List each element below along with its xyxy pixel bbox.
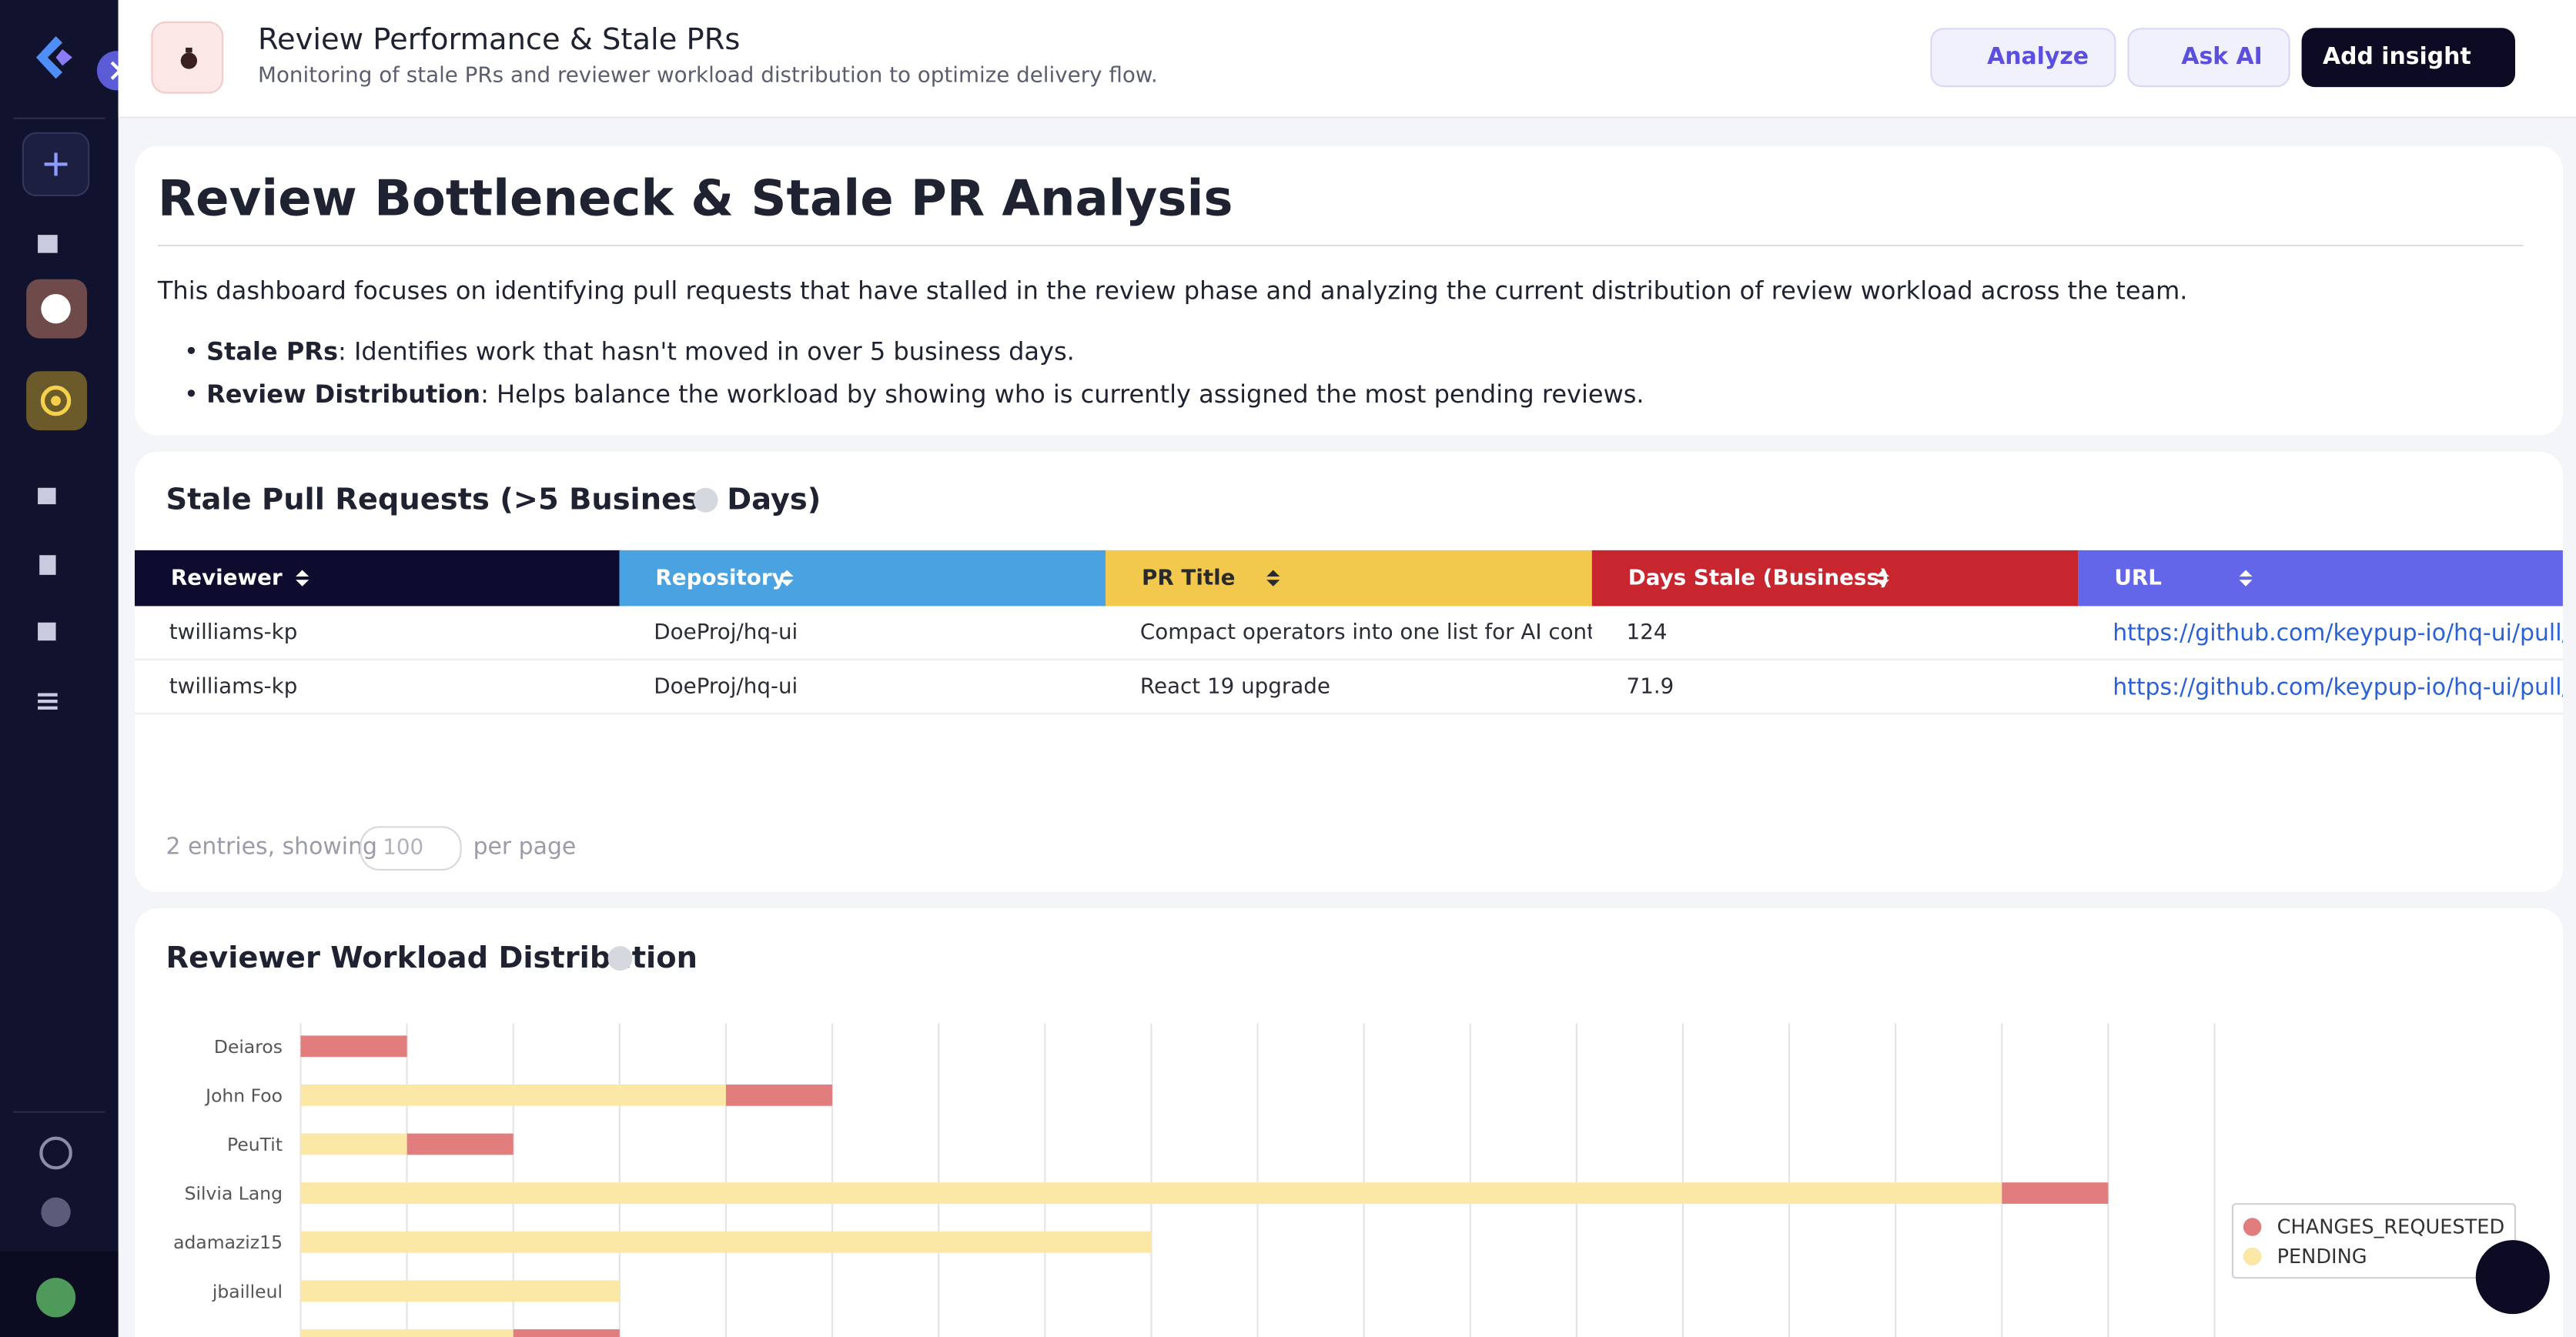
- chart-card: [134, 908, 2563, 1337]
- table-cell: 124: [1591, 608, 2079, 660]
- bar-segment: [513, 1329, 620, 1337]
- button-label: Analyze: [1987, 44, 2089, 71]
- bar-segment: [725, 1085, 833, 1106]
- column-label: URL: [2114, 566, 2162, 591]
- legend-swatch: [2243, 1247, 2262, 1266]
- bar-segment: [300, 1231, 1152, 1253]
- page-size: 100: [383, 836, 424, 861]
- add-insight-button[interactable]: Add insight: [2301, 28, 2516, 88]
- table-cell[interactable]: https://github.com/keypup-io/hq-ui/pull/…: [2078, 662, 2563, 715]
- table-title: Stale Pull Requests (>5 Business Days): [166, 483, 821, 518]
- y-tick-label: PeuTit: [227, 1134, 283, 1155]
- sort-icon[interactable]: [1875, 568, 1891, 588]
- column-header[interactable]: URL: [2078, 550, 2563, 607]
- bullet-label: Review Distribution: [206, 379, 481, 409]
- per-page-label: per page: [473, 834, 577, 861]
- analyze-button[interactable]: Analyze: [1930, 28, 2116, 88]
- bar-segment: [300, 1085, 726, 1106]
- avatar[interactable]: [35, 1278, 76, 1318]
- pie-icon: [41, 293, 71, 324]
- table-cell[interactable]: https://github.com/keypup-io/hq-ui/pull/…: [2078, 608, 2563, 660]
- legend-label: PENDING: [2277, 1245, 2367, 1268]
- sidebar: [0, 0, 137, 1337]
- collapse-button[interactable]: [96, 51, 137, 91]
- sort-icon[interactable]: [294, 568, 310, 588]
- bar-segment: [300, 1329, 514, 1337]
- legend-label: CHANGES_REQUESTED: [2277, 1216, 2505, 1239]
- legend-box: [2231, 1203, 2517, 1279]
- tag-icon[interactable]: [38, 487, 56, 505]
- button-label: Ask AI: [2181, 44, 2263, 71]
- timer-icon: [180, 47, 198, 69]
- list-icon[interactable]: [38, 693, 58, 710]
- bullet-text: : Identifies work that hasn't moved in o…: [338, 336, 1075, 366]
- folder-icon[interactable]: [38, 235, 58, 253]
- help-icon[interactable]: [607, 946, 633, 971]
- table-card: [134, 451, 2563, 892]
- target-icon: [51, 396, 61, 406]
- chat-icon[interactable]: [41, 1197, 71, 1228]
- doc-icon[interactable]: [39, 555, 56, 575]
- intro-title: Review Bottleneck & Stale PR Analysis: [157, 170, 1233, 229]
- page-size-select[interactable]: 100: [360, 826, 462, 871]
- bar-segment: [300, 1182, 2002, 1204]
- ask-ai-button[interactable]: Ask AI: [2127, 28, 2290, 88]
- logo: [55, 49, 72, 66]
- intro-card: [134, 145, 2563, 436]
- column-header[interactable]: Days Stale (Business): [1591, 550, 2079, 607]
- table-cell: Compact operators into one list for AI c…: [1106, 608, 1592, 660]
- y-tick-label: John Foo: [204, 1085, 283, 1106]
- target-icon: [40, 385, 72, 416]
- column-label: PR Title: [1142, 566, 1236, 591]
- logo: [35, 35, 63, 79]
- legend-swatch: [2243, 1218, 2262, 1236]
- bar-segment: [300, 1035, 407, 1058]
- sidebar-icons: [0, 35, 137, 1337]
- bar-segment: [2002, 1182, 2109, 1204]
- column-label: Repository: [655, 566, 786, 591]
- bar-segment: [300, 1133, 407, 1155]
- help-icon[interactable]: [693, 487, 718, 513]
- layers-icon[interactable]: [39, 1136, 72, 1170]
- column-header[interactable]: Reviewer: [134, 550, 621, 607]
- bullet-text: : Helps balance the workload by showing …: [480, 379, 1644, 409]
- chat-launcher[interactable]: [2475, 1240, 2550, 1315]
- column-header[interactable]: PR Title: [1106, 550, 1592, 607]
- bullet: • Stale PRs: Identifies work that hasn't…: [183, 336, 1075, 366]
- table-cell: React 19 upgrade: [1106, 662, 1592, 715]
- y-tick-label: Deiaros: [214, 1036, 283, 1058]
- y-tick-label: jbailleul: [212, 1281, 283, 1302]
- header-subtitle: Monitoring of stale PRs and reviewer wor…: [258, 64, 1158, 89]
- column-label: Days Stale (Business): [1628, 566, 1889, 591]
- sort-icon[interactable]: [1265, 568, 1281, 588]
- bar-segment: [406, 1133, 514, 1155]
- note-icon[interactable]: [38, 622, 56, 641]
- y-tick-label: Silvia Lang: [185, 1183, 283, 1205]
- bullet-label: Stale PRs: [206, 336, 339, 366]
- bar-segment: [300, 1280, 620, 1302]
- table-cell: twilliams-kp: [134, 662, 621, 715]
- plus: [44, 152, 68, 176]
- sort-icon[interactable]: [2237, 568, 2253, 588]
- column-header[interactable]: Repository: [619, 550, 1106, 607]
- table-cell: 71.9: [1591, 662, 2079, 715]
- button-label: Add insight: [2322, 44, 2471, 71]
- bullet: • Review Distribution: Helps balance the…: [183, 379, 1644, 409]
- chart: Deiaros John Foo PeuTit Silvia Lang adamaziz…: [173, 1023, 2517, 1337]
- table-cell: DoeProj/hq-ui: [619, 662, 1106, 715]
- dashboard-icon: [151, 21, 224, 94]
- divider: [157, 244, 2524, 247]
- entries-label: 2 entries, showing: [166, 834, 377, 861]
- header-title: Review Performance & Stale PRs: [258, 22, 741, 58]
- column-label: Reviewer: [170, 566, 283, 591]
- table-cell: twilliams-kp: [134, 608, 621, 660]
- intro-text: This dashboard focuses on identifying pu…: [157, 276, 2188, 306]
- sort-icon[interactable]: [778, 568, 795, 588]
- table-cell: DoeProj/hq-ui: [619, 608, 1106, 660]
- y-tick-label: adamaziz15: [173, 1232, 283, 1253]
